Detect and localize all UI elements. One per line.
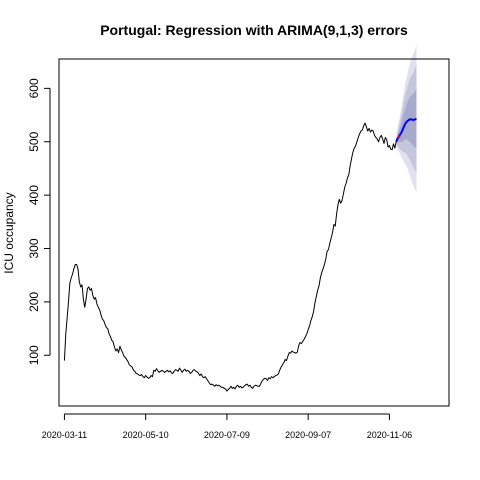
- y-tick-label: 400: [27, 185, 41, 205]
- x-tick-label: 2020-11-06: [367, 430, 412, 440]
- y-tick-label: 200: [27, 292, 41, 312]
- y-axis-label: ICU occupancy: [2, 192, 16, 273]
- y-tick-label: 600: [27, 78, 41, 98]
- x-tick-label: 2020-05-10: [123, 430, 169, 440]
- observed-series-line: [63, 122, 397, 392]
- plot-frame: [58, 58, 450, 407]
- x-tick-label: 2020-09-07: [285, 430, 331, 440]
- x-axis: 2020-03-11 2020-05-10 2020-07-09 2020-09-07…: [42, 413, 412, 440]
- chart-title: Portugal: Regression with ARIMA(9,1,3) e…: [100, 22, 408, 38]
- x-tick-label: 2020-07-09: [204, 430, 250, 440]
- actual-values-line: [397, 134, 401, 139]
- y-tick-label: 100: [27, 345, 41, 365]
- y-tick-label: 300: [27, 238, 41, 258]
- x-tick-label: 2020-03-11: [42, 430, 87, 440]
- actual-markers: [397, 134, 401, 139]
- y-axis: 100 200 300 400 500 600: [27, 78, 51, 365]
- y-tick-label: 500: [27, 131, 41, 151]
- forecast-mean-line: [395, 117, 417, 143]
- series-lines: [63, 117, 417, 392]
